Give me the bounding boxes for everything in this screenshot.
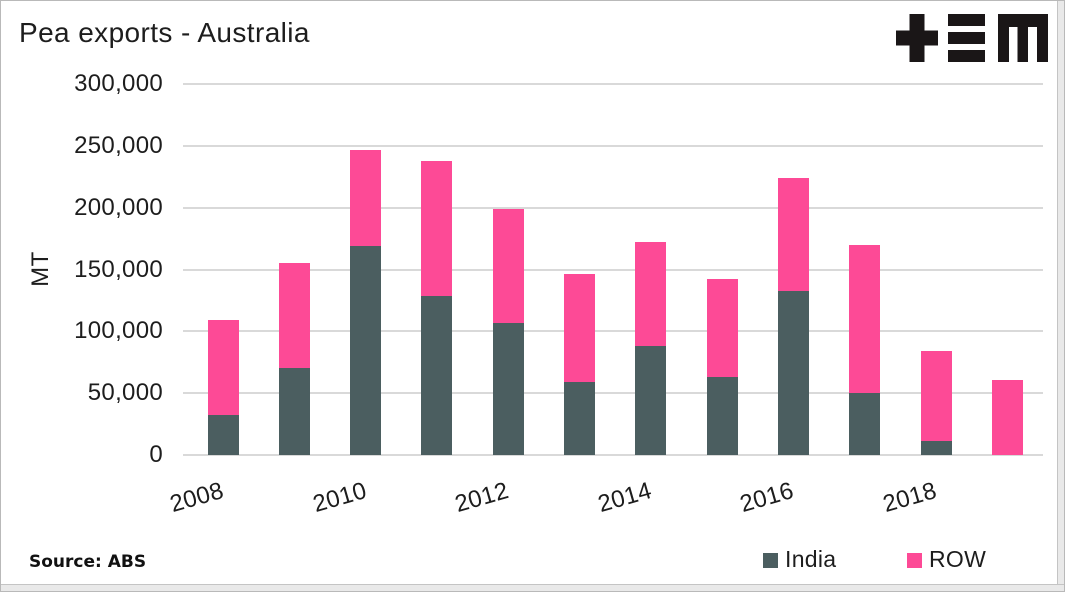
plot-area — [183, 83, 1043, 456]
bar-segment-india — [920, 441, 952, 455]
gridline — [183, 144, 1043, 147]
y-tick-label: 150,000 — [74, 255, 163, 283]
source-note: Source: ABS — [29, 552, 147, 572]
x-tick-label: 2016 — [737, 477, 798, 519]
bar-2016 — [777, 178, 809, 455]
bar-segment-india — [564, 382, 595, 455]
legend-label-india: India — [785, 546, 837, 572]
bar-segment-row — [991, 379, 1023, 455]
plus-icon — [896, 14, 938, 62]
gridline — [183, 206, 1043, 209]
y-tick-label: 100,000 — [74, 317, 163, 345]
bar-segment-row — [207, 320, 239, 416]
bar-segment-india — [207, 415, 239, 455]
bar-segment-row — [849, 244, 881, 394]
x-tick-label: 2014 — [594, 477, 655, 519]
bar-segment-india — [350, 246, 382, 455]
m-icon — [998, 14, 1048, 62]
y-tick-label: 300,000 — [74, 70, 163, 97]
bar-2018 — [920, 351, 952, 455]
gridline — [183, 392, 1043, 395]
x-tick-label: 2012 — [452, 477, 513, 519]
india-color-swatch — [763, 553, 778, 568]
bar-segment-india — [492, 322, 524, 455]
bar-segment-india — [278, 368, 310, 455]
bar-2010 — [350, 149, 382, 455]
y-tick-label: 200,000 — [74, 193, 163, 221]
legend-item-india: India — [763, 546, 836, 573]
triple-bar-icon — [948, 14, 985, 62]
bar-segment-row — [635, 242, 667, 347]
gridline — [183, 83, 1043, 85]
gridline — [183, 330, 1043, 333]
bar-2015 — [706, 279, 738, 455]
legend-label-row: ROW — [929, 546, 987, 572]
bar-segment-india — [635, 346, 667, 455]
bar-segment-india — [706, 377, 738, 455]
bar-segment-row — [492, 208, 524, 323]
bar-2012 — [492, 208, 524, 455]
bottom-scroll-gutter — [1, 584, 1064, 591]
y-axis-tick-labels: 0 50,000 100,000 150,000 200,000 250,000 300,0… — [1, 1, 163, 591]
bar-2019 — [991, 379, 1023, 455]
bar-segment-row — [564, 274, 595, 382]
bar-2009 — [278, 263, 310, 455]
bar-segment-row — [706, 279, 738, 378]
tem-logo — [896, 14, 1048, 62]
bar-2008 — [207, 320, 239, 455]
bar-segment-india — [421, 295, 453, 455]
bar-segment-india — [849, 393, 881, 455]
bar-segment-india — [777, 290, 809, 455]
gridline — [183, 454, 1043, 456]
bar-2011 — [421, 160, 453, 455]
x-tick-label: 2018 — [879, 477, 940, 519]
bar-segment-row — [350, 149, 382, 246]
y-tick-label: 250,000 — [74, 131, 163, 159]
bar-segment-row — [920, 351, 952, 442]
bar-segment-row — [777, 178, 809, 291]
y-tick-label: 50,000 — [87, 379, 163, 407]
chart-title: Pea exports - Australia — [19, 17, 310, 48]
bar-2013 — [564, 274, 595, 455]
row-color-swatch — [907, 553, 922, 568]
bar-2014 — [635, 242, 667, 455]
legend-item-row: ROW — [907, 546, 986, 573]
bar-segment-row — [421, 160, 453, 296]
x-tick-label: 2010 — [309, 477, 370, 519]
bar-segment-row — [278, 263, 310, 369]
right-scroll-gutter — [1057, 1, 1064, 591]
bar-2017 — [849, 244, 881, 455]
x-tick-label: 2008 — [166, 477, 227, 519]
gridline — [183, 268, 1043, 271]
y-tick-label: 0 — [149, 441, 163, 468]
